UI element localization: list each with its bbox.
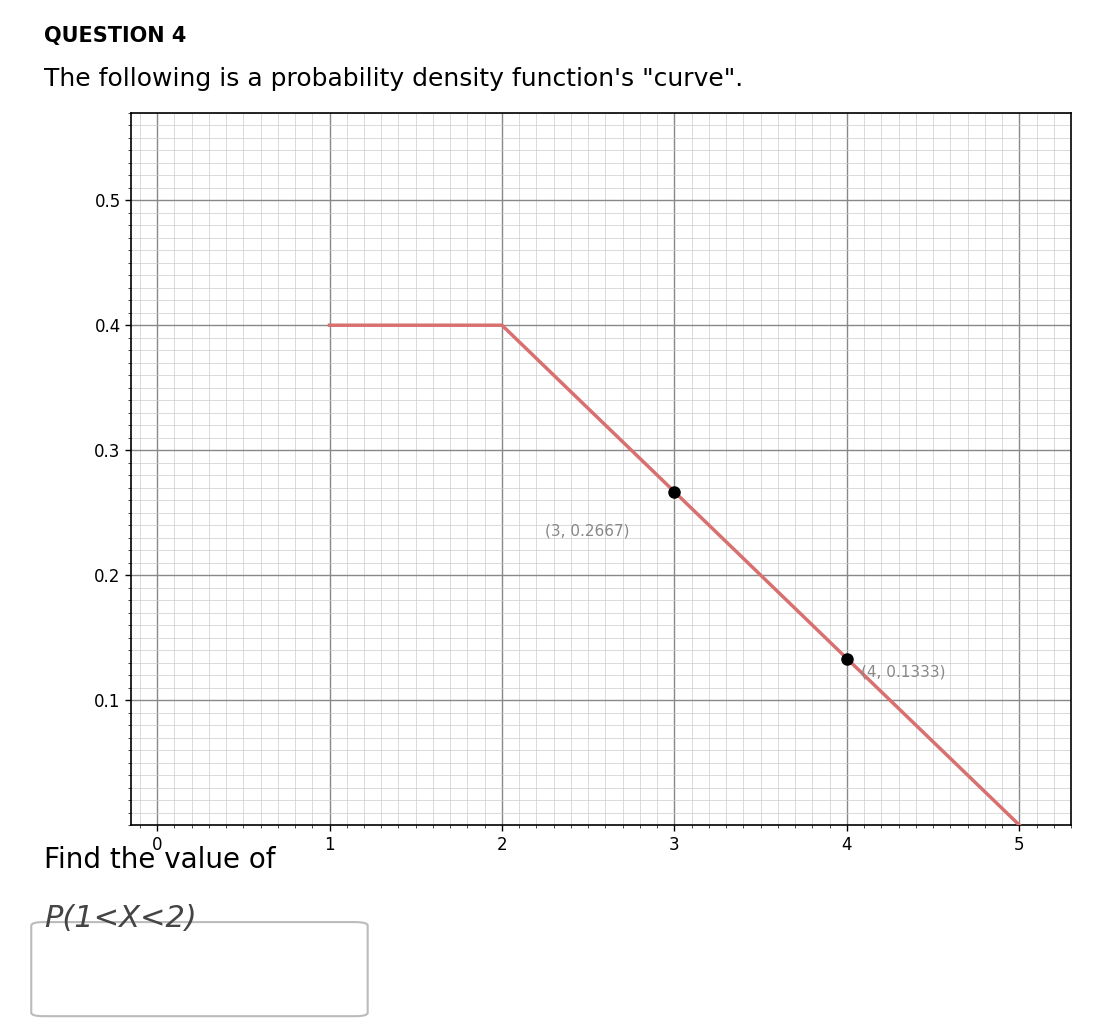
- Text: The following is a probability density function's "curve".: The following is a probability density f…: [44, 67, 743, 90]
- FancyBboxPatch shape: [32, 922, 367, 1016]
- Text: P(1<X<2): P(1<X<2): [44, 904, 197, 933]
- Text: Find the value of: Find the value of: [44, 846, 275, 873]
- Text: QUESTION 4: QUESTION 4: [44, 26, 186, 46]
- Text: (4, 0.1333): (4, 0.1333): [860, 665, 945, 680]
- Text: (3, 0.2667): (3, 0.2667): [545, 523, 630, 538]
